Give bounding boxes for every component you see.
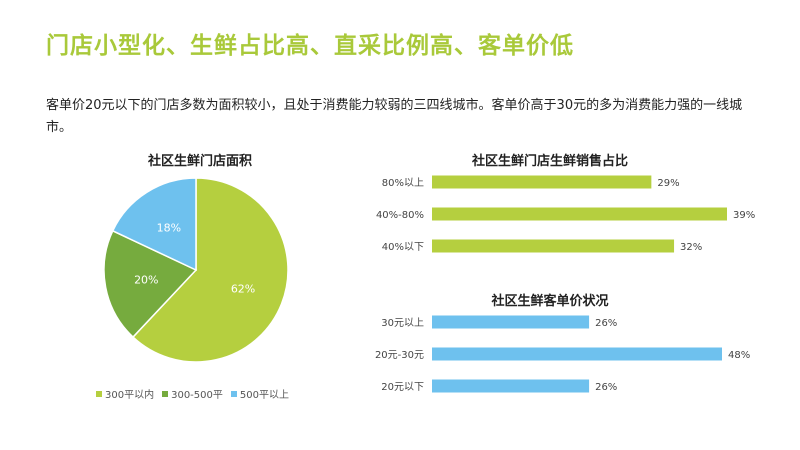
- bar: [432, 239, 675, 253]
- bar-category-label: 40%-80%: [376, 210, 424, 221]
- bar-category-label: 80%以上: [382, 177, 424, 189]
- bar-value-label: 29%: [657, 178, 679, 189]
- order-price-chart-title: 社区生鲜客单价状况: [491, 294, 609, 309]
- legend-label: 500平以上: [239, 390, 289, 401]
- order-price-bar-chart: 30元以上 26% 20元-30元 48% 20元以下 26%: [375, 315, 750, 393]
- bar: [432, 347, 722, 361]
- pie-slice: [131, 177, 289, 363]
- legend-label: 300平以内: [105, 390, 155, 401]
- pie-legend: 300平以内 300-500平 500平以上: [96, 386, 326, 401]
- page-description: 客单价20元以下的门店多数为面积较小，且处于消费能力较弱的三四线城市。客单价高于…: [46, 98, 743, 135]
- legend-item: 300-500平: [162, 386, 223, 401]
- fresh-sales-share-bar-chart: 80%以上 29% 40%-80% 39% 40%以下 32%: [376, 175, 755, 253]
- bar-category-label: 40%以下: [382, 242, 424, 253]
- bar-value-label: 26%: [595, 318, 617, 329]
- legend-item: 500平以上: [230, 386, 289, 401]
- pie-slice-label: 20%: [134, 273, 158, 286]
- legend-swatch: [96, 390, 102, 397]
- sales-share-chart-title: 社区生鲜门店生鲜销售占比: [471, 154, 628, 169]
- bar-value-label: 39%: [733, 210, 755, 221]
- pie-chart-title: 社区生鲜门店面积: [147, 154, 252, 169]
- bar-category-label: 30元以上: [381, 317, 424, 329]
- bar: [432, 379, 590, 393]
- pie-slice: [111, 177, 197, 272]
- legend-item: 300平以内: [96, 386, 154, 401]
- bar: [432, 175, 652, 189]
- bar-value-label: 32%: [680, 242, 702, 253]
- bar-category-label: 20元以下: [381, 382, 424, 393]
- pie-slice-label: 18%: [157, 221, 181, 234]
- legend-swatch: [230, 390, 237, 397]
- bar: [432, 207, 727, 221]
- pie-slice: [103, 229, 198, 339]
- bar-value-label: 26%: [595, 382, 617, 393]
- legend-swatch: [162, 390, 169, 397]
- store-area-pie-chart: 62% 20% 18%: [103, 177, 289, 363]
- legend-label: 300-500平: [171, 390, 223, 401]
- bar: [432, 315, 590, 329]
- bar-value-label: 48%: [728, 350, 750, 361]
- page-title: 门店小型化、生鲜占比高、直采比例高、客单价低: [46, 33, 574, 59]
- bar-category-label: 20元-30元: [375, 350, 424, 361]
- pie-slice-label: 62%: [231, 283, 255, 296]
